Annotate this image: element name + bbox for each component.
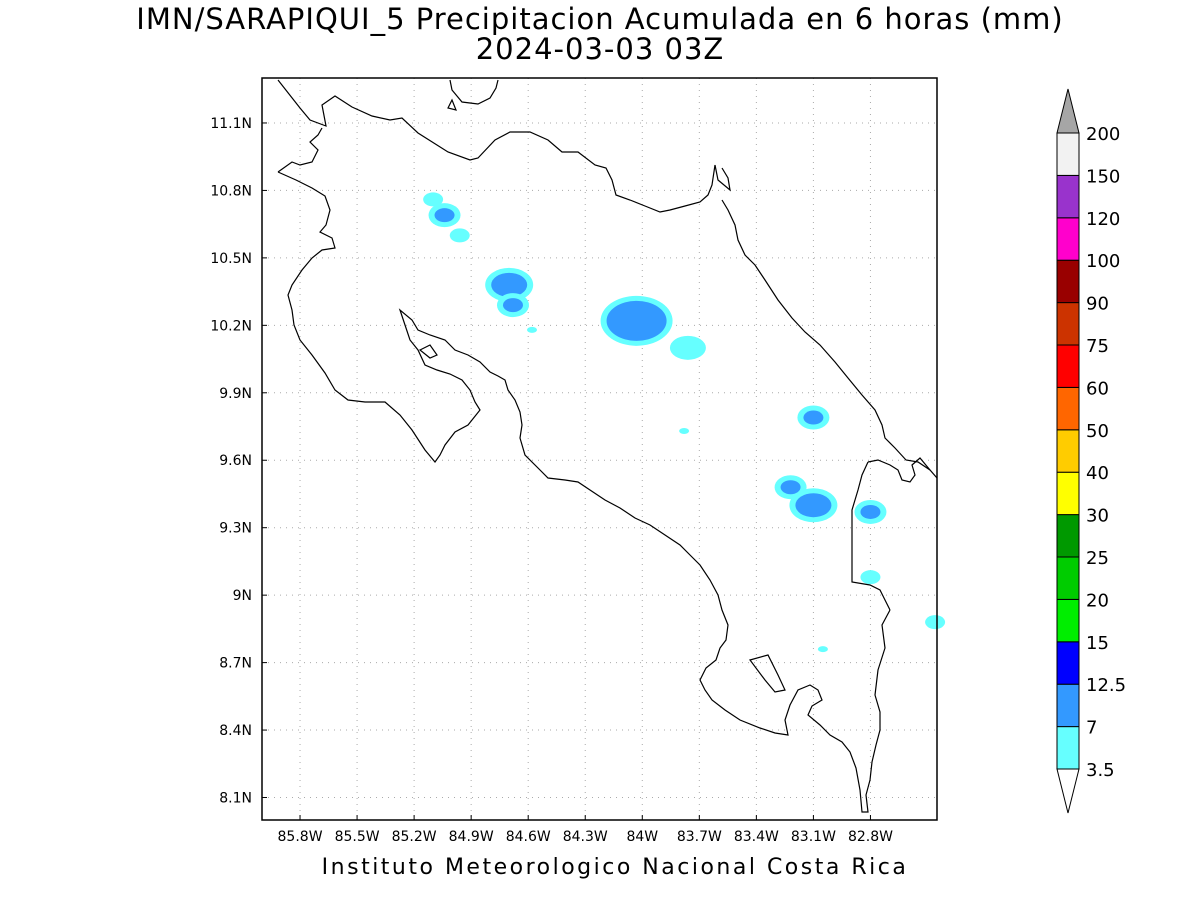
precip-area — [491, 272, 528, 297]
colorbar-segment — [1056, 471, 1080, 516]
lon-tick-label: 83.4W — [734, 829, 779, 845]
lon-tick-label: 84.6W — [506, 829, 551, 845]
colorbar-segment — [1056, 174, 1080, 219]
colorbar-label: 120 — [1086, 209, 1120, 230]
lake-island — [447, 98, 457, 111]
colorbar-label: 90 — [1086, 294, 1109, 315]
credit-line: Instituto Meteorologico Nacional Costa R… — [321, 855, 909, 880]
colorbar-segment — [1056, 344, 1080, 388]
map-frame — [261, 77, 938, 821]
precip-area — [527, 326, 537, 333]
lon-tick-label: 84.3W — [563, 829, 608, 845]
map-title: IMN/SARAPIQUI_5 Precipitacion Acumulada … — [136, 2, 1064, 36]
graticule — [262, 78, 937, 820]
colorbar-label: 12.5 — [1086, 675, 1126, 696]
colorbar-segment — [1056, 217, 1080, 261]
lat-tick-label: 8.7N — [219, 656, 252, 672]
colorbar-label: 20 — [1086, 590, 1109, 611]
lat-tick-label: 9N — [233, 588, 252, 604]
lon-tick-label: 83.7W — [677, 829, 722, 845]
colorbar-segment — [1056, 132, 1080, 176]
precip-area — [817, 646, 828, 653]
colorbar-segment — [1056, 386, 1080, 431]
colorbar: 3.5 7 12.5 15 20 25 30 40 50 60 75 90 100 120 150 200 — [1056, 88, 1126, 814]
lat-tick-label: 9.6N — [219, 453, 252, 469]
precip-area — [606, 300, 667, 341]
colorbar-label: 30 — [1086, 506, 1109, 527]
colorbar-segment — [1056, 556, 1080, 600]
precipitation-layer — [423, 192, 946, 653]
precip-area — [860, 570, 881, 585]
colorbar-label: 200 — [1086, 124, 1120, 145]
lat-tick-label: 10.5N — [210, 251, 252, 267]
coastline-caribbean — [714, 164, 938, 479]
lat-tick-label: 10.8N — [210, 183, 252, 199]
precip-area — [780, 480, 801, 495]
colorbar-label: 150 — [1086, 166, 1120, 187]
colorbar-segment — [1056, 641, 1080, 685]
coastline-nicaragua — [277, 79, 716, 213]
axis-labels: 11.1N 10.8N 10.5N 10.2N 9.9N 9.6N 9.3N 9N 8.7N 8.… — [210, 116, 893, 845]
colorbar-low-arrow — [1056, 768, 1080, 814]
lat-tick-label: 9.9N — [219, 386, 252, 402]
precip-area — [449, 228, 470, 243]
precip-area — [860, 504, 881, 519]
colorbar-segment — [1056, 598, 1080, 643]
precip-area — [803, 410, 824, 425]
gulf-of-nicoya-island — [418, 344, 438, 359]
precip-area — [925, 615, 946, 630]
border-panama — [851, 457, 931, 611]
lon-tick-label: 84W — [626, 829, 658, 845]
lon-tick-label: 82.8W — [848, 829, 893, 845]
colorbar-label: 40 — [1086, 463, 1109, 484]
colorbar-label: 7 — [1086, 718, 1097, 739]
colorbar-label: 60 — [1086, 378, 1109, 399]
precip-area — [679, 428, 690, 435]
colorbar-label: 3.5 — [1086, 760, 1115, 781]
colorbar-label: 100 — [1086, 251, 1120, 272]
colorbar-high-arrow — [1056, 88, 1080, 134]
precip-area — [795, 493, 832, 518]
colorbar-segment — [1056, 259, 1080, 304]
map-datetime: 2024-03-03 03Z — [475, 32, 725, 66]
colorbar-segment — [1056, 726, 1080, 770]
lat-tick-label: 11.1N — [210, 116, 252, 132]
coastline-costa-rica — [277, 127, 891, 813]
lon-tick-label: 85.8W — [278, 829, 323, 845]
colorbar-label: 15 — [1086, 633, 1109, 654]
colorbar-segment — [1056, 302, 1080, 346]
lat-tick-label: 8.1N — [219, 791, 252, 807]
lon-tick-label: 85.2W — [392, 829, 437, 845]
lon-tick-label: 83.1W — [791, 829, 836, 845]
lon-tick-label: 85.5W — [335, 829, 380, 845]
precip-area — [423, 192, 444, 207]
colorbar-segment — [1056, 514, 1080, 558]
precip-area — [502, 298, 523, 313]
precip-area — [669, 335, 706, 360]
lat-tick-label: 10.2N — [210, 318, 252, 334]
colorbar-label: 50 — [1086, 421, 1109, 442]
coastline-nicaragua-east — [449, 79, 499, 105]
colorbar-segment — [1056, 429, 1080, 473]
lat-tick-label: 8.4N — [219, 723, 252, 739]
coastline-layer — [277, 79, 938, 813]
colorbar-label: 25 — [1086, 548, 1109, 569]
lon-tick-label: 84.9W — [449, 829, 494, 845]
lat-tick-label: 9.3N — [219, 521, 252, 537]
precip-area — [434, 208, 455, 223]
osa-peninsula — [748, 654, 786, 693]
colorbar-label: 75 — [1086, 336, 1109, 357]
colorbar-segment — [1056, 683, 1080, 728]
